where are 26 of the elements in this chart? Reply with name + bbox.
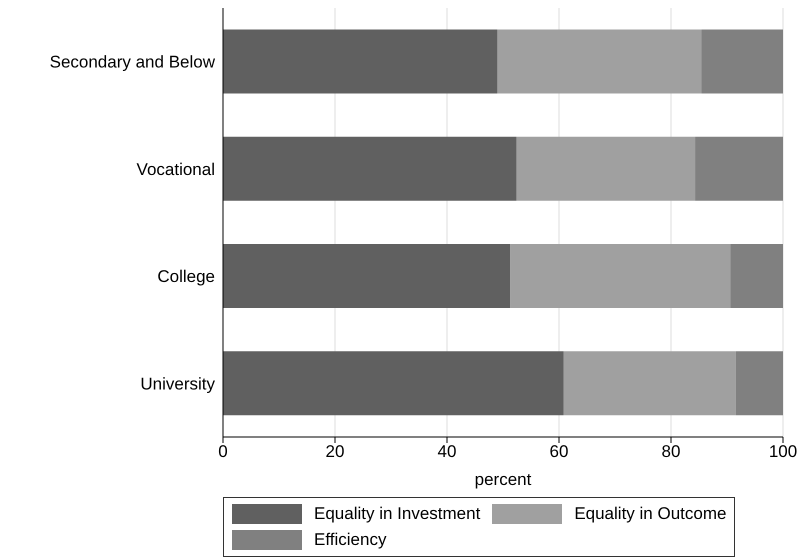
x-tick-label: 100 (768, 442, 798, 462)
bar (730, 244, 783, 308)
y-tick-label: Vocational (136, 160, 215, 179)
x-tick-label: 40 (438, 442, 456, 462)
bar (223, 136, 516, 201)
bar (701, 29, 783, 94)
x-axis-title: percent (474, 470, 532, 489)
x-tick-label: 80 (662, 442, 680, 462)
bar (695, 136, 783, 201)
bar (223, 351, 564, 416)
bar (223, 29, 498, 94)
x-tick-label: 20 (326, 442, 344, 462)
bar (516, 136, 696, 201)
x-tick-label: 0 (218, 442, 228, 462)
y-tick-label: College (157, 267, 215, 286)
legend-label: Equality in Outcome (574, 504, 726, 524)
y-tick-label: Secondary and Below (50, 52, 216, 72)
bar (497, 29, 702, 94)
bar (223, 244, 510, 308)
legend-label: Equality in Investment (314, 504, 480, 524)
y-tick-label: University (140, 374, 216, 394)
bar (510, 244, 730, 308)
x-tick-label: 60 (550, 442, 568, 462)
bar (736, 351, 783, 416)
legend-label: Efficiency (314, 530, 386, 550)
bar (563, 351, 736, 416)
